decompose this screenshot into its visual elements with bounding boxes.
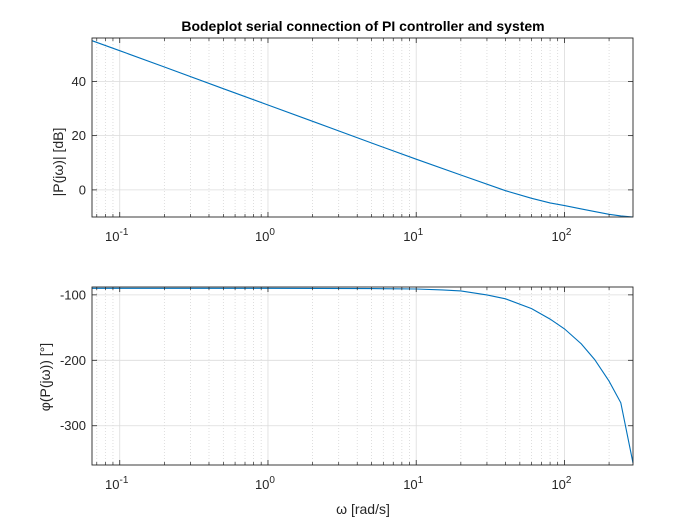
plot-area: [92, 287, 633, 465]
axes-box: [91, 286, 634, 466]
frequency-xlabel: ω [rad/s]: [336, 501, 390, 517]
x-tick-label: 101: [403, 475, 423, 492]
chart-title: Bodeplot serial connection of PI control…: [181, 18, 544, 34]
x-tick-label: 100: [255, 227, 275, 244]
phase-panel: -100 -200 -300 10-1 100 101 102: [60, 286, 634, 492]
plot-area: [92, 38, 633, 217]
x-tick-label: 101: [403, 227, 423, 244]
series-line: [92, 287, 634, 464]
axes-box: [91, 37, 634, 218]
phase-ylabel: φ(P(jω)) [°]: [37, 343, 53, 411]
y-tick-label: -200: [60, 353, 86, 368]
y-tick-label: 40: [72, 74, 86, 89]
x-tick-label: 10-1: [105, 475, 129, 492]
series-line: [91, 40, 634, 218]
x-tick-label: 102: [551, 227, 571, 244]
x-tick-label: 102: [551, 475, 571, 492]
y-tick-label: 0: [79, 182, 86, 197]
y-tick-label: 20: [72, 128, 86, 143]
y-tick-label: -300: [60, 418, 86, 433]
x-tick-label: 100: [255, 475, 275, 492]
x-tick-label: 10-1: [105, 227, 129, 244]
y-tick-label: -100: [60, 287, 86, 302]
magnitude-panel: 0 20 40 10-1 100 101 102: [72, 37, 634, 244]
magnitude-ylabel: |P(jω)| [dB]: [50, 128, 66, 197]
